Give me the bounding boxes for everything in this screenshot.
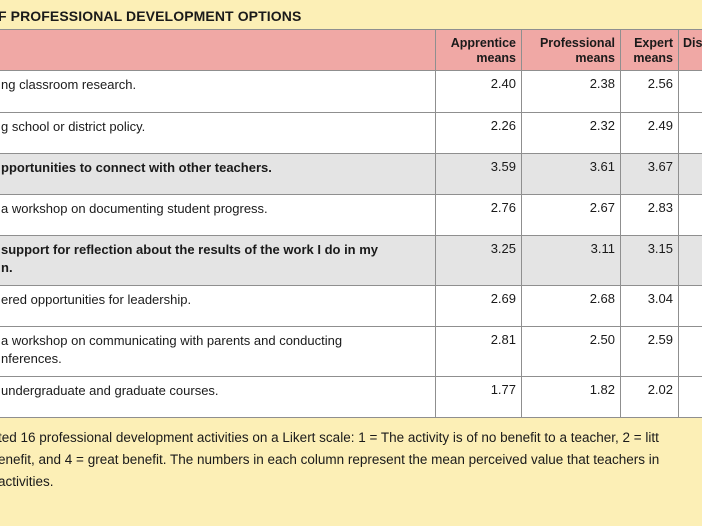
header-expert-means: Expert means: [620, 29, 679, 71]
header-expert-line1: Expert: [634, 36, 673, 50]
activity-text: a workshop on communicating with parents…: [1, 333, 343, 348]
expert-mean-cell: 2.56: [620, 70, 679, 113]
dis-cell: [678, 112, 702, 154]
expert-mean-cell: 2.49: [620, 112, 679, 154]
header-apprentice-line2: means: [476, 51, 516, 65]
activity-text: n.: [1, 260, 13, 275]
activity-text: pportunities to connect with other teach…: [1, 160, 272, 175]
activity-cell: undergraduate and graduate courses.: [0, 376, 436, 418]
apprentice-mean-cell: 2.69: [435, 285, 522, 327]
activity-cell: ered opportunities for leadership.: [0, 285, 436, 327]
apprentice-mean-cell: 2.26: [435, 112, 522, 154]
dis-cell: [678, 285, 702, 327]
apprentice-mean-cell: 3.59: [435, 153, 522, 195]
footnote-line: activities.: [0, 474, 54, 489]
table-row: pportunities to connect with other teach…: [0, 153, 702, 195]
activity-cell: a workshop on communicating with parents…: [0, 326, 436, 377]
professional-mean-cell: 2.32: [521, 112, 621, 154]
apprentice-mean-cell: 2.81: [435, 326, 522, 377]
expert-mean-cell: 3.04: [620, 285, 679, 327]
apprentice-mean-cell: 3.25: [435, 235, 522, 286]
table-row: g school or district policy. 2.26 2.32 2.49: [0, 112, 702, 154]
activity-text: ered opportunities for leadership.: [1, 292, 192, 307]
activity-cell: a workshop on documenting student progre…: [0, 194, 436, 236]
table-row: ng classroom research. 2.40 2.38 2.56: [0, 70, 702, 113]
header-expert-line2: means: [633, 51, 673, 65]
professional-mean-cell: 2.68: [521, 285, 621, 327]
pd-options-table: Apprentice means Professional means Expe…: [0, 29, 702, 418]
footnote-line: ted 16 professional development activiti…: [0, 430, 659, 445]
activity-text: a workshop on documenting student progre…: [1, 201, 268, 216]
expert-mean-cell: 3.67: [620, 153, 679, 195]
activity-text: nferences.: [1, 351, 62, 366]
activity-cell: support for reflection about the results…: [0, 235, 436, 286]
expert-mean-cell: 2.02: [620, 376, 679, 418]
dis-cell: [678, 194, 702, 236]
header-professional-line1: Professional: [539, 36, 615, 50]
table-row: support for reflection about the results…: [0, 235, 702, 286]
table-row: a workshop on documenting student progre…: [0, 194, 702, 236]
professional-mean-cell: 2.67: [521, 194, 621, 236]
header-apprentice-line1: Apprentice: [450, 36, 516, 50]
footnote-line: enefit, and 4 = great benefit. The numbe…: [0, 452, 660, 467]
dis-cell: [678, 70, 702, 113]
table-row: ered opportunities for leadership. 2.69 2.…: [0, 285, 702, 327]
expert-mean-cell: 2.59: [620, 326, 679, 377]
header-professional-line2: means: [575, 51, 615, 65]
activity-cell: pportunities to connect with other teach…: [0, 153, 436, 195]
table-row: a workshop on communicating with parents…: [0, 326, 702, 377]
professional-mean-cell: 1.82: [521, 376, 621, 418]
activity-text: g school or district policy.: [1, 119, 146, 134]
activity-cell: g school or district policy.: [0, 112, 436, 154]
professional-mean-cell: 3.11: [521, 235, 621, 286]
dis-cell: [678, 235, 702, 286]
header-professional-means: Professional means: [521, 29, 621, 71]
table-title: F PROFESSIONAL DEVELOPMENT OPTIONS: [0, 8, 302, 24]
header-dis: Dis: [678, 29, 702, 71]
dis-cell: [678, 326, 702, 377]
apprentice-mean-cell: 1.77: [435, 376, 522, 418]
apprentice-mean-cell: 2.40: [435, 70, 522, 113]
activity-text: support for reflection about the results…: [1, 242, 379, 257]
expert-mean-cell: 3.15: [620, 235, 679, 286]
professional-mean-cell: 2.50: [521, 326, 621, 377]
professional-mean-cell: 2.38: [521, 70, 621, 113]
table-header-row: Apprentice means Professional means Expe…: [0, 29, 702, 71]
professional-mean-cell: 3.61: [521, 153, 621, 195]
table-footnote: ted 16 professional development activiti…: [0, 427, 702, 493]
header-activity: [0, 29, 436, 71]
activity-text: ng classroom research.: [1, 77, 137, 92]
table-row: undergraduate and graduate courses. 1.77 1…: [0, 376, 702, 418]
dis-cell: [678, 376, 702, 418]
apprentice-mean-cell: 2.76: [435, 194, 522, 236]
header-apprentice-means: Apprentice means: [435, 29, 522, 71]
dis-cell: [678, 153, 702, 195]
activity-text: undergraduate and graduate courses.: [1, 383, 219, 398]
expert-mean-cell: 2.83: [620, 194, 679, 236]
activity-cell: ng classroom research.: [0, 70, 436, 113]
